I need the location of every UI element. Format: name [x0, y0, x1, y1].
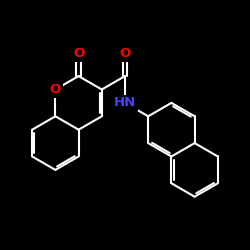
- Text: O: O: [50, 83, 61, 96]
- Text: HN: HN: [114, 96, 136, 110]
- Text: O: O: [73, 47, 84, 60]
- Text: O: O: [120, 47, 131, 60]
